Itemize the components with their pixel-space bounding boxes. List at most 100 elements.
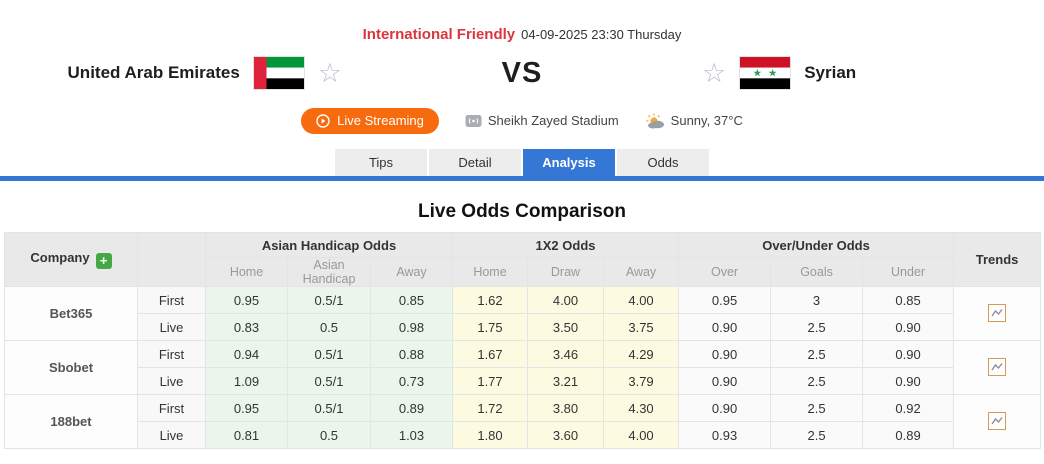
tab-analysis[interactable]: Analysis [523,149,615,176]
odds-value: 4.00 [527,286,604,314]
odds-value: 2.5 [770,367,864,395]
tab-underline [0,176,1044,181]
odds-value: 3.21 [527,367,604,395]
odds-value: 0.89 [862,421,955,449]
weather-info: Sunny, 37°C [645,113,743,129]
company-name: Bet365 [4,286,138,341]
match-info-row: Live Streaming Sheikh Zayed Stadium Sunn… [0,107,1044,134]
row-type: First [137,394,206,422]
subheader-x12-away: Away [602,257,680,287]
odds-value: 0.89 [370,394,453,422]
live-odds-table: Company + Asian Handicap Odds 1X2 Odds Ov… [4,232,1042,449]
odds-value: 0.93 [678,421,772,449]
vs-label: VS [501,56,543,89]
sun-cloud-icon [646,113,664,128]
row-type-header [137,232,206,287]
play-circle-icon [316,113,330,128]
uae-flag-icon [252,56,305,90]
tab-detail[interactable]: Detail [429,149,521,176]
row-type: Live [137,367,206,395]
subheader-ah-away: Away [370,257,453,287]
odds-value: 0.81 [205,421,288,449]
odds-value: 2.5 [770,313,864,341]
match-header: International Friendly 04-09-2025 23:30 T… [0,0,1044,43]
home-team-block: United Arab Emirates ☆ [0,56,342,90]
away-team-block: ☆ Syrian [702,56,1044,90]
table-row: Bet365 First 0.95 0.5/1 0.85 1.62 4.00 4… [4,286,1042,341]
odds-value: 2.5 [770,421,864,449]
tab-tips[interactable]: Tips [335,149,427,176]
tab-odds[interactable]: Odds [617,149,709,176]
company-header-label: Company [30,250,90,265]
odds-value: 1.03 [370,421,453,449]
odds-value: 0.90 [678,313,772,341]
table-row: Sbobet First 0.94 0.5/1 0.88 1.67 3.46 4… [4,340,1042,395]
row-type: First [137,340,206,368]
odds-value: 0.98 [370,313,453,341]
odds-value: 2.5 [770,340,864,368]
odds-value: 0.95 [678,286,772,314]
odds-value: 1.09 [205,367,288,395]
over-under-group-header: Over/Under Odds [678,232,955,258]
odds-value: 0.73 [370,367,453,395]
trends-chart-icon[interactable] [988,411,1007,430]
add-company-button[interactable]: + [95,253,112,269]
row-type: Live [137,421,206,449]
odds-value: 0.5 [287,421,371,449]
subheader-ah-home: Home [205,257,288,287]
weather-text: Sunny, 37°C [670,113,743,128]
trends-chart-icon[interactable] [988,303,1007,322]
table-row: Live 0.81 0.5 1.03 1.80 3.60 4.00 0.93 2… [5,421,1041,449]
company-header: Company + [4,232,138,287]
stadium-name: Sheikh Zayed Stadium [487,113,619,128]
odds-value: 1.75 [452,313,528,341]
odds-value: 0.90 [862,367,955,395]
odds-value: 0.5/1 [287,340,371,368]
odds-value: 1.77 [452,367,528,395]
subheader-x12-draw: Draw [527,257,604,287]
odds-value: 0.90 [862,313,955,341]
stadium-info: Sheikh Zayed Stadium [465,113,619,128]
odds-value: 0.90 [678,340,772,368]
odds-value: 3.50 [527,313,604,341]
odds-value: 1.67 [452,340,528,368]
odds-value: 0.94 [205,340,288,368]
table-row: Live 1.09 0.5/1 0.73 1.77 3.21 3.79 0.90… [5,367,1041,395]
odds-value: 3.80 [527,394,604,422]
subheader-ah-handicap: Asian Handicap [287,257,371,287]
odds-value: 3 [770,286,864,314]
live-streaming-label: Live Streaming [337,113,424,128]
odds-value: 0.85 [862,286,955,314]
league-name: International Friendly [362,26,516,43]
away-team-name: Syrian [804,63,857,82]
live-streaming-button[interactable]: Live Streaming [301,107,439,134]
trends-cell [953,340,1042,395]
trends-cell [953,394,1042,449]
odds-value: 0.5/1 [287,367,371,395]
away-favorite-star-icon[interactable]: ☆ [702,57,727,88]
x12-group-header: 1X2 Odds [451,232,680,258]
home-favorite-star-icon[interactable]: ☆ [317,57,342,88]
odds-value: 1.80 [452,421,528,449]
odds-value: 4.30 [602,394,680,422]
odds-value: 0.95 [205,394,288,422]
odds-value: 0.88 [370,340,453,368]
odds-value: 3.75 [602,313,680,341]
row-type: First [137,286,206,314]
odds-value: 0.90 [678,394,772,422]
trends-chart-icon[interactable] [988,357,1007,376]
odds-value: 1.62 [452,286,528,314]
subheader-ou-over: Over [678,257,772,287]
company-name: Sbobet [4,340,138,395]
company-name: 188bet [4,394,138,449]
home-team-name: United Arab Emirates [67,63,240,82]
teams-row: United Arab Emirates ☆ VS ☆ Syrian [0,56,1044,90]
table-row: 188bet First 0.95 0.5/1 0.89 1.72 3.80 4… [4,394,1042,449]
syria-flag-icon [739,56,792,90]
odds-value: 0.92 [862,394,955,422]
row-type: Live [137,313,206,341]
subheader-ou-under: Under [862,257,955,287]
odds-value: 0.85 [370,286,453,314]
odds-value: 4.00 [602,286,680,314]
stadium-icon [465,114,482,127]
